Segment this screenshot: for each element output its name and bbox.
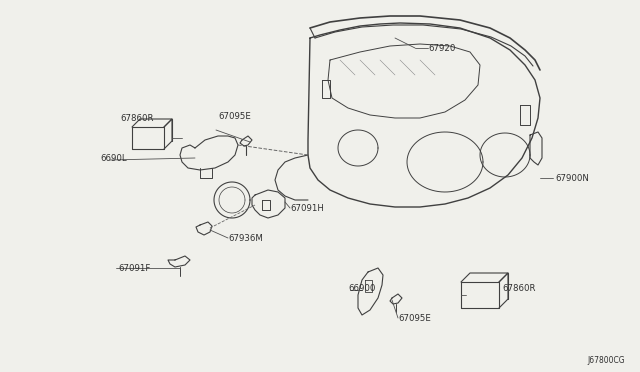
Text: J67800CG: J67800CG <box>588 356 625 365</box>
Text: 67091H: 67091H <box>290 204 324 213</box>
Text: 67091F: 67091F <box>118 264 150 273</box>
Text: 66900: 66900 <box>348 284 376 293</box>
Text: 67920: 67920 <box>428 44 456 53</box>
Text: 67900N: 67900N <box>555 174 589 183</box>
Text: 67936M: 67936M <box>228 234 263 243</box>
Text: 6690L: 6690L <box>100 154 127 163</box>
Text: 67860R: 67860R <box>502 284 536 293</box>
Text: 67860R: 67860R <box>120 114 154 123</box>
Text: 67095E: 67095E <box>218 112 251 121</box>
Text: 67095E: 67095E <box>398 314 431 323</box>
